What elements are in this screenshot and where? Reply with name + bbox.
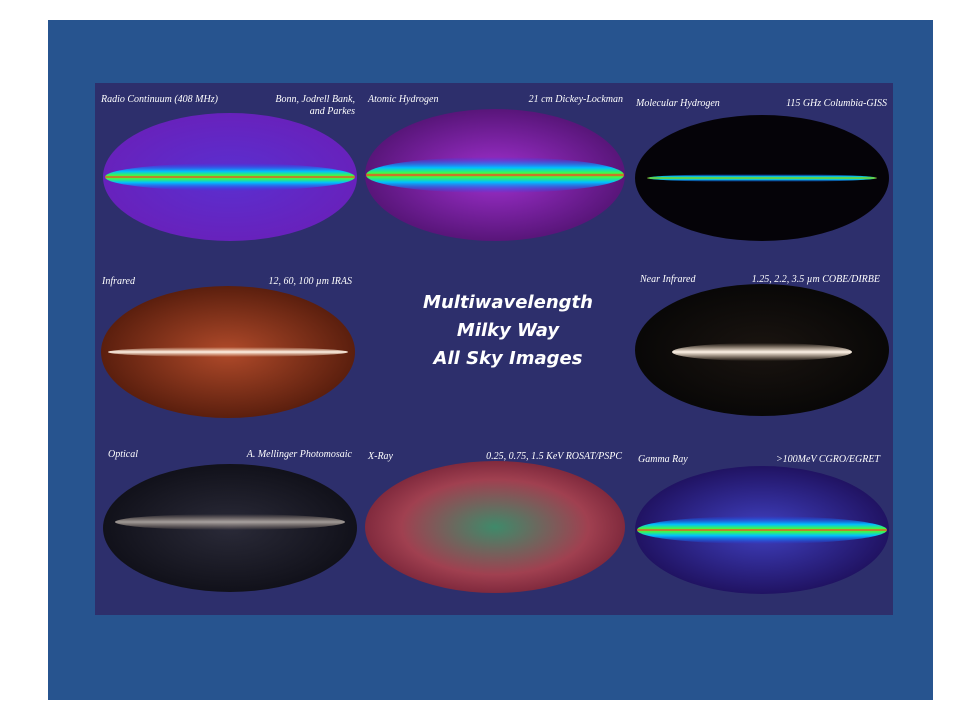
radio-band — [105, 163, 355, 191]
panel-source: 12, 60, 100 µm IRAS — [268, 276, 352, 287]
panel-source: 21 cm Dickey-Lockman — [529, 94, 623, 105]
h2-band — [647, 174, 877, 182]
panel-label: Gamma Ray — [638, 454, 688, 465]
panel-label: Optical — [108, 449, 138, 460]
optical-band — [115, 514, 345, 530]
panel-label: Molecular Hydrogen — [635, 98, 720, 109]
nir-band — [672, 343, 852, 361]
xray-map — [365, 461, 625, 593]
slide-title: Multiwavelength — [423, 292, 593, 313]
panel-label: Infrared — [101, 276, 136, 287]
slide-title: All Sky Images — [432, 348, 583, 369]
panel-label: Near Infrared — [639, 274, 696, 285]
panel-source: 1.25, 2.2, 3.5 µm COBE/DIRBE — [752, 274, 880, 285]
panel-label: Atomic Hydrogen — [367, 94, 438, 105]
panel-label: X-Ray — [367, 451, 394, 462]
slide-title: Milky Way — [457, 320, 560, 341]
panel-source: >100MeV CGRO/EGRET — [776, 454, 881, 465]
hi-band — [366, 157, 624, 193]
panel-source: 115 GHz Columbia-GISS — [786, 98, 887, 109]
panel-source: Bonn, Jodrell Bank, — [275, 94, 355, 105]
gamma-band — [637, 516, 887, 544]
panel-source: and Parkes — [310, 106, 355, 117]
panel-source: 0.25, 0.75, 1.5 KeV ROSAT/PSPC — [486, 451, 622, 462]
ir-band — [108, 347, 348, 357]
panel-source: A. Mellinger Photomosaic — [246, 449, 353, 460]
panel-label: Radio Continuum (408 MHz) — [100, 94, 219, 105]
sky-maps — [101, 109, 889, 594]
